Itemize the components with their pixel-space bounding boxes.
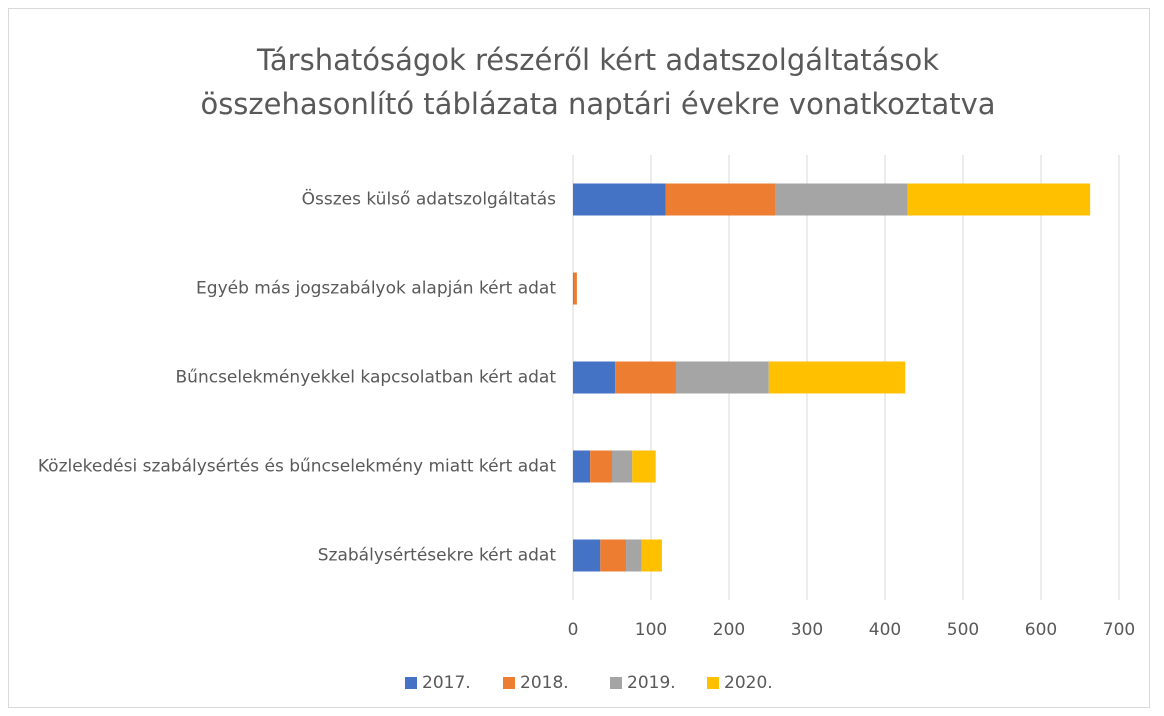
legend-label: 2017. [422,673,471,693]
bar-segment [573,272,574,305]
bar-segment [665,183,776,216]
chart-title: Társhatóságok részéről kért adatszolgált… [200,43,996,121]
legend-swatch [610,677,622,689]
x-tick-label: 600 [1025,620,1057,640]
bar-segment [573,183,666,216]
bar-segment [907,183,1091,216]
legend-label: 2019. [627,673,676,693]
bar-segment [590,450,612,483]
y-tick-label: Bűncselekményekkel kapcsolatban kért ada… [175,367,556,387]
legend-swatch [405,677,417,689]
x-tick-label: 200 [713,620,745,640]
bar-segment [626,539,642,572]
x-tick-label: 0 [568,620,579,640]
y-tick-label: Egyéb más jogszabályok alapján kért adat [196,278,556,298]
chart-border [8,8,1150,708]
legend-label: 2020. [724,673,773,693]
x-tick-label: 700 [1103,620,1135,640]
x-tick-label: 400 [869,620,901,640]
bar-segment [600,539,627,572]
bar-segment [768,361,906,394]
legend-label: 2018. [520,673,569,693]
bar-segment [573,450,591,483]
y-tick-label: Közlekedési szabálysértés és bűncselekmé… [37,456,556,476]
legend-swatch [707,677,719,689]
bar-segment [573,272,577,305]
bar-segment [632,450,656,483]
x-tick-label: 300 [791,620,823,640]
legend-swatch [503,677,515,689]
bar-segment [612,450,633,483]
bar-segment [675,361,769,394]
y-tick-label: Összes külső adatszolgáltatás [301,189,556,209]
bar-segment [641,539,662,572]
bar-segment [573,361,616,394]
bar-segment [775,183,908,216]
bar-segment [615,361,676,394]
y-tick-label: Szabálysértésekre kért adat [317,545,556,565]
bar-segment [573,539,601,572]
x-tick-label: 500 [947,620,979,640]
x-tick-label: 100 [635,620,667,640]
